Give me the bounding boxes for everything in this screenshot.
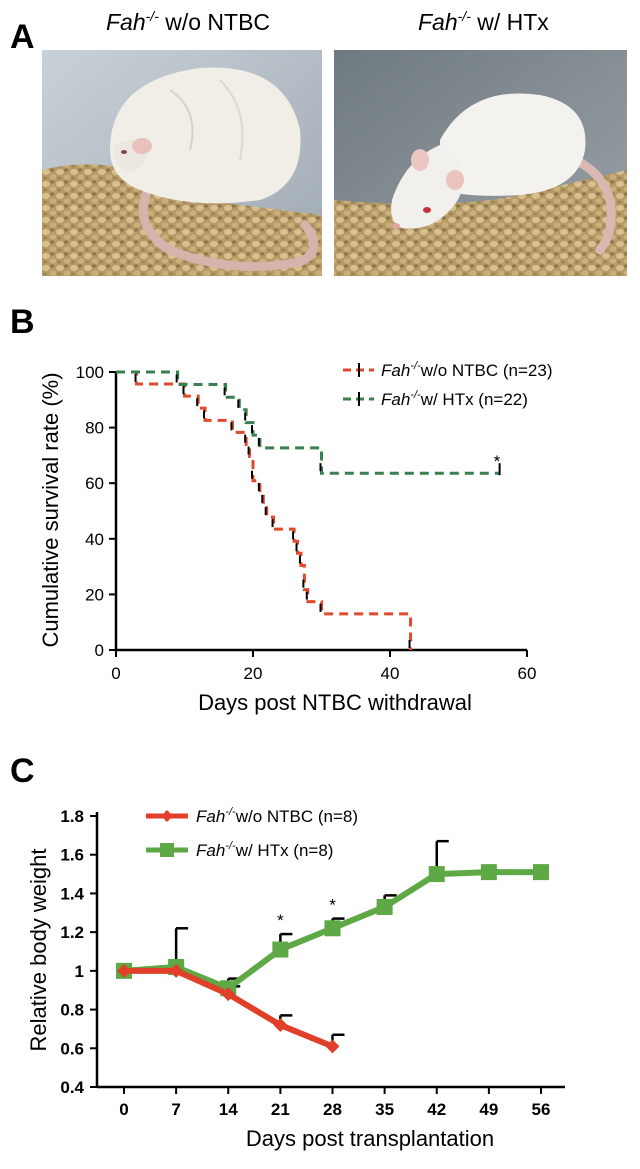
- body-weight-chart: 0 7 14 21 28 35 42 49 56 0.4 0.6 0.8 1 1.2 1.4 1.6 1.8 *…: [26, 806, 565, 1151]
- survival-y-tick-label: 40: [85, 530, 104, 549]
- weight-series-2-point: [376, 898, 393, 915]
- weight-x-tick-label: 14: [219, 1100, 238, 1119]
- weight-y-tick-label: 1: [75, 962, 84, 981]
- photo-rat-without-ntbc: [42, 50, 322, 276]
- weight-x-tick-label: 49: [479, 1100, 498, 1119]
- survival-y-label: Cumulative survival rate (%): [38, 372, 63, 647]
- weight-x-tick-label: 56: [532, 1100, 551, 1119]
- weight-legend-2-sup: -/-: [225, 840, 236, 852]
- weight-legend-1-sup: -/-: [225, 806, 236, 818]
- weight-legend-marker-1: [161, 810, 173, 822]
- weight-x-tick-label: 7: [171, 1100, 180, 1119]
- panel-a-label: A: [10, 18, 35, 56]
- weight-legend-label-2: Fah-/-w/ HTx (n=8): [196, 840, 333, 860]
- photo-1-caption-sup: -/-: [146, 8, 160, 24]
- weight-x-label: Days post transplantation: [246, 1126, 494, 1151]
- weight-legend-2-gene: Fah: [196, 841, 225, 860]
- survival-significance: *: [494, 452, 501, 471]
- weight-series-1-point: [117, 963, 131, 978]
- weight-legend-2-text: w/ HTx (n=8): [235, 841, 334, 860]
- survival-series-1-line: [116, 370, 413, 650]
- weight-x-tick-label: 0: [119, 1100, 128, 1119]
- photo-rat-with-htx: [334, 50, 627, 276]
- survival-legend-1-sup: -/-: [410, 360, 421, 372]
- photo-1-caption-text: w/o NTBC: [159, 9, 270, 35]
- survival-y-tick-label: 60: [85, 474, 104, 493]
- survival-legend: Fah-/-w/o NTBC (n=23) Fah-/-w/ HTx (n=22…: [343, 360, 552, 409]
- weight-series-2-point: [480, 864, 497, 881]
- survival-x-tick-label: 40: [381, 664, 400, 683]
- survival-y-tick-label: 0: [95, 641, 104, 660]
- weight-y-tick-label: 1.8: [60, 807, 84, 826]
- weight-significance-star: *: [329, 896, 336, 915]
- survival-series-2-line: [116, 370, 500, 475]
- survival-legend-1-text: w/o NTBC (n=23): [420, 361, 553, 380]
- weight-series-1-point: [169, 963, 184, 978]
- survival-legend-label-1: Fah-/-w/o NTBC (n=23): [381, 360, 552, 380]
- weight-series-1-point: [221, 987, 236, 1002]
- weight-series-2-point: [272, 941, 289, 958]
- survival-x-tick-label: 20: [244, 664, 263, 683]
- survival-legend-2-gene: Fah: [381, 390, 410, 409]
- photo-1-caption: Fah-/- w/o NTBC: [106, 8, 270, 35]
- photo-2-caption-text: w/ HTx: [471, 9, 549, 35]
- weight-x-tick-label: 42: [427, 1100, 446, 1119]
- weight-y-label: Relative body weight: [26, 848, 51, 1051]
- weight-y-tick-label: 1.6: [60, 846, 84, 865]
- weight-x-tick-label: 35: [375, 1100, 394, 1119]
- weight-series-1-point: [325, 1039, 340, 1054]
- weight-significance-star: *: [277, 911, 284, 930]
- survival-y-tick-label: 80: [85, 419, 104, 438]
- survival-legend-label-2: Fah-/-w/ HTx (n=22): [381, 389, 528, 409]
- photo-1-caption-gene: Fah: [106, 9, 146, 35]
- survival-y-tick-label: 100: [76, 363, 104, 382]
- weight-y-tick-label: 0.6: [60, 1039, 84, 1058]
- survival-x-label: Days post NTBC withdrawal: [198, 690, 472, 715]
- weight-y-tick-label: 0.8: [60, 1001, 84, 1020]
- weight-series-2-point: [533, 864, 549, 881]
- weight-legend-label-1: Fah-/-w/o NTBC (n=8): [196, 806, 358, 826]
- weight-series-2-point: [428, 866, 445, 883]
- photo-2-caption-gene: Fah: [418, 9, 458, 35]
- panel-c-label: C: [10, 752, 35, 790]
- weight-legend: Fah-/-w/o NTBC (n=8) Fah-/-w/ HTx (n=8): [146, 806, 358, 860]
- panel-b-label: B: [10, 303, 35, 341]
- weight-x-tick-label: 21: [271, 1100, 290, 1119]
- survival-legend-2-text: w/ HTx (n=22): [420, 390, 528, 409]
- survival-x-tick-label: 60: [518, 664, 537, 683]
- survival-x-tick-label: 0: [111, 664, 120, 683]
- weight-series-1-point: [273, 1018, 288, 1033]
- weight-series-2-point: [324, 920, 341, 937]
- weight-legend-1-gene: Fah: [196, 807, 225, 826]
- weight-y-tick-label: 1.2: [60, 923, 84, 942]
- survival-legend-2-sup: -/-: [410, 389, 421, 401]
- photo-2-caption-sup: -/-: [458, 8, 472, 24]
- survival-legend-1-gene: Fah: [381, 361, 410, 380]
- photo-2-caption: Fah-/- w/ HTx: [418, 8, 549, 35]
- weight-x-tick-label: 28: [323, 1100, 342, 1119]
- survival-chart: 0 20 40 60 0 20 40 60 80 100 * Days post NTBC wit…: [38, 360, 552, 715]
- weight-y-tick-label: 1.4: [60, 884, 84, 903]
- survival-y-tick-label: 20: [85, 585, 104, 604]
- weight-y-tick-label: 0.4: [60, 1078, 84, 1097]
- weight-legend-marker-2: [160, 843, 174, 857]
- weight-legend-1-text: w/o NTBC (n=8): [235, 807, 358, 826]
